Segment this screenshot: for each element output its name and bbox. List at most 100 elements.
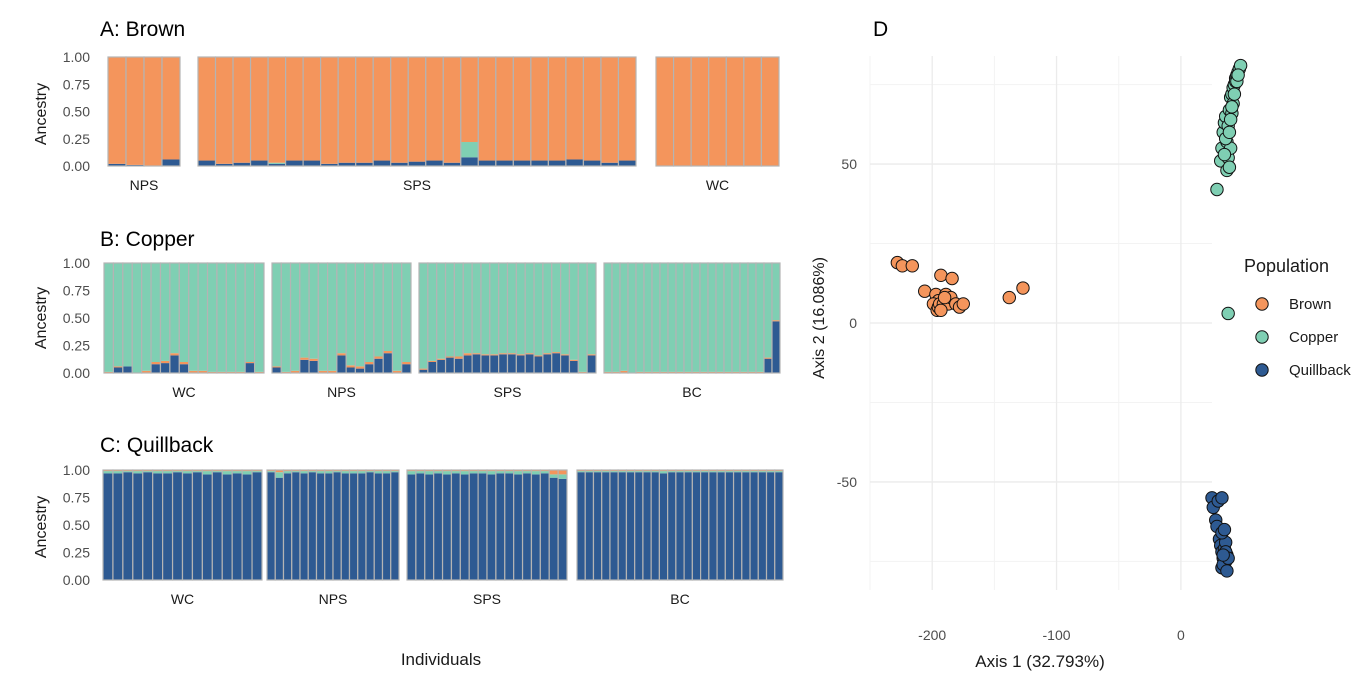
point-copper: [1231, 68, 1245, 82]
point-copper: [1222, 160, 1237, 174]
ancestry-bar-segment: [299, 263, 310, 358]
ancestry-bar-segment: [198, 160, 216, 166]
ancestry-bar-segment: [383, 351, 393, 354]
ancestry-bar-segment: [152, 471, 163, 474]
ancestry-bar-segment: [309, 358, 319, 361]
ancestry-bar-segment: [750, 472, 759, 580]
ancestry-bar-segment: [725, 472, 734, 580]
ancestry-bar-segment: [634, 471, 643, 473]
ancestry-bar-segment: [112, 473, 123, 580]
ancestry-bar-segment: [548, 160, 566, 166]
ancestry-bar-segment: [336, 355, 347, 373]
point-copper: [1223, 112, 1238, 127]
ancestry-bar-segment: [285, 57, 304, 161]
ancestry-bar-segment: [534, 355, 543, 357]
ancestry-bar-segment: [436, 358, 446, 360]
panel-c-title: C: Quillback: [100, 434, 214, 457]
ancestry-bar-segment: [333, 472, 342, 580]
ancestry-bar-segment: [112, 471, 123, 474]
panel-2-ytick-label: 0.50: [63, 517, 90, 533]
ancestry-bar-segment: [601, 471, 610, 473]
ancestry-bar-segment: [534, 263, 543, 356]
ancestry-bar-segment: [318, 370, 328, 373]
ancestry-bar-segment: [525, 354, 535, 373]
ancestry-bar-segment: [651, 472, 660, 580]
ancestry-bar-segment: [618, 160, 636, 166]
group-label: BC: [682, 384, 701, 400]
ancestry-bar-segment: [748, 263, 756, 372]
y-tick-label: -50: [837, 474, 857, 490]
ancestry-bar-segment: [355, 57, 374, 163]
legend-label-copper: Copper: [1289, 329, 1339, 346]
ancestry-bar-segment: [141, 263, 152, 371]
ancestry-bar-segment: [172, 472, 183, 580]
ancestry-bar-segment: [522, 473, 532, 580]
ancestry-bar-segment: [215, 57, 234, 164]
point-brown: [956, 297, 970, 311]
ancestry-bar-segment: [542, 353, 552, 355]
ancestry-bar-segment: [516, 355, 526, 373]
ancestry-bar-segment: [675, 471, 685, 473]
ancestry-bar-segment: [401, 362, 411, 365]
ancestry-bar-segment: [593, 472, 602, 580]
ancestry-bar-segment: [548, 57, 566, 161]
ancestry-bar-segment: [469, 471, 479, 474]
ancestry-bar-segment: [233, 57, 251, 163]
ancestry-bar-segment: [472, 354, 481, 373]
ancestry-bar-segment: [741, 471, 751, 473]
ancestry-bar-segment: [373, 160, 391, 166]
ancestry-bar-segment: [108, 163, 126, 166]
x-tick-label: -100: [1043, 627, 1071, 643]
ancestry-bar-segment: [366, 471, 375, 473]
legend-label-brown: Brown: [1289, 296, 1332, 313]
ancestry-bar: [253, 262, 265, 374]
legend-title: Population: [1244, 256, 1330, 276]
y-tick-label: 0: [849, 315, 857, 331]
ancestry-bar-segment: [609, 472, 619, 580]
ancestry-bar-segment: [392, 263, 402, 371]
ancestry-bar: [760, 56, 780, 167]
ancestry-bar-segment: [415, 473, 425, 580]
ancestry-bar-segment: [272, 263, 282, 367]
ancestry-bar-segment: [268, 162, 286, 164]
ancestry-bar-segment: [445, 356, 455, 358]
ancestry-bar-segment: [316, 473, 325, 580]
ancestry-bar-segment: [717, 471, 726, 473]
ancestry-bar-segment: [254, 263, 264, 372]
ancestry-bar-segment: [560, 354, 570, 356]
ancestry-bar-segment: [374, 471, 383, 474]
ancestry-bar-segment: [498, 354, 508, 373]
panel-2-ytick-label: 0.00: [63, 572, 90, 588]
ancestry-bar-segment: [733, 472, 742, 580]
ancestry-bar-segment: [132, 473, 143, 580]
ancestry-bar-segment: [122, 366, 133, 373]
ancestry-bar-segment: [460, 474, 470, 580]
ancestry-bar-segment: [758, 472, 767, 580]
ancestry-bar-segment: [578, 263, 588, 372]
legend-key-brown: [1255, 297, 1269, 311]
ancestry-bar-segment: [303, 160, 321, 166]
ancestry-bar-segment: [732, 263, 740, 372]
panel-c-xlabel: Individuals: [400, 650, 482, 669]
ancestry-bar-segment: [424, 474, 434, 580]
ancestry-bar-segment: [427, 360, 437, 362]
ancestry-bar-segment: [216, 263, 227, 372]
ancestry-bar-segment: [495, 471, 505, 474]
ancestry-bar-segment: [534, 356, 543, 373]
ancestry-bar-segment: [478, 160, 496, 166]
point-brown: [937, 290, 952, 305]
ancestry-bar-segment: [659, 473, 668, 580]
ancestry-bar-segment: [324, 473, 333, 580]
panel-c-ylabel: Ancestry: [33, 495, 50, 559]
ancestry-bar-segment: [673, 57, 692, 166]
ancestry-bar-segment: [162, 473, 173, 580]
ancestry-bar-segment: [436, 263, 446, 359]
ancestry-bar-segment: [558, 470, 567, 475]
ancestry-bar-segment: [336, 353, 347, 356]
ancestry-bar-segment: [684, 472, 693, 580]
ancestry-bar-segment: [408, 57, 426, 162]
ancestry-bar-segment: [667, 471, 676, 473]
ancestry-bar-segment: [407, 471, 416, 475]
panel-d-xlabel: Axis 1 (32.793%): [975, 652, 1105, 671]
ancestry-bar-segment: [268, 163, 286, 166]
